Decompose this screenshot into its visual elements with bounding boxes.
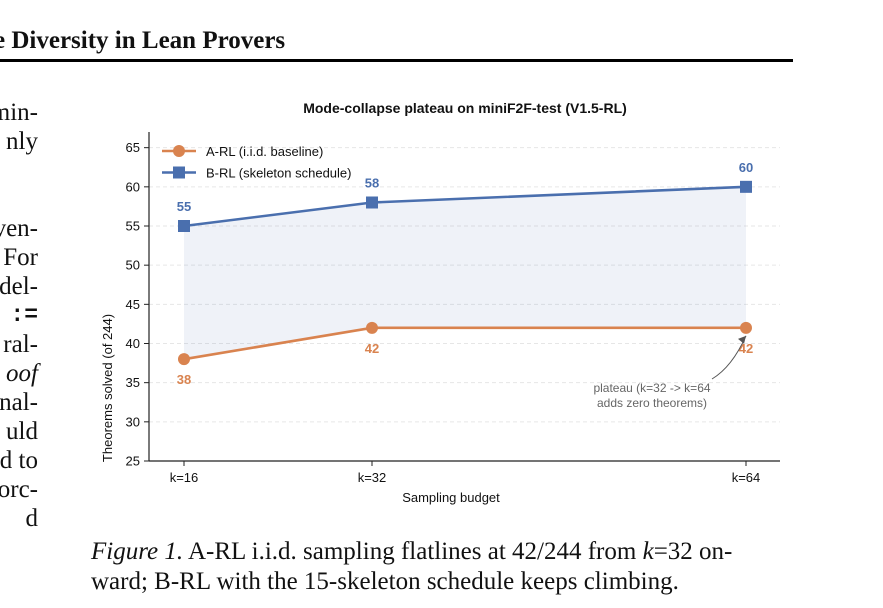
legend-label: B-RL (skeleton schedule): [206, 166, 351, 181]
x-tick-label: k=64: [732, 470, 761, 485]
body-text-line: orc-: [0, 476, 38, 503]
data-label: 58: [365, 176, 379, 191]
header-rule: [0, 59, 793, 62]
y-tick-label: 45: [126, 297, 140, 312]
caption-math-k: k: [642, 538, 654, 565]
annotation-text: plateau (k=32 -> k=64: [593, 381, 710, 395]
caption-text-part2: =32 on-: [653, 538, 733, 565]
annotation-text: adds zero theorems): [597, 396, 707, 410]
data-label: 38: [177, 372, 191, 387]
y-tick-label: 55: [126, 219, 140, 234]
figure-label: Figure 1.: [91, 538, 184, 565]
figure-caption: Figure 1. A-RL i.i.d. sampling flatlines…: [91, 537, 811, 597]
body-text-line: For: [3, 244, 38, 271]
body-text-line: oof: [6, 360, 38, 387]
data-point: [178, 220, 190, 232]
body-text-line: del-: [0, 273, 38, 300]
legend-marker: [173, 166, 185, 179]
y-tick-label: 25: [126, 454, 140, 469]
body-text-line: d to: [0, 447, 38, 474]
caption-text-line2: ward; B-RL with the 15-skeleton schedule…: [91, 568, 679, 595]
y-tick-label: 65: [126, 140, 140, 155]
data-point: [366, 196, 378, 209]
body-text-line: d: [25, 505, 39, 532]
body-text-line: :=: [10, 302, 38, 328]
body-text-line: [0, 185, 38, 214]
chart-title: Mode-collapse plateau on miniF2F-test (V…: [303, 100, 627, 116]
body-text-line: ven-: [0, 215, 38, 242]
y-axis-label: Theorems solved (of 244): [100, 314, 115, 462]
data-label: 60: [739, 160, 753, 175]
body-text-line: uld: [6, 418, 38, 445]
chart-fill-between: [184, 186, 746, 360]
y-tick-label: 35: [126, 375, 140, 390]
x-tick-label: k=16: [170, 470, 199, 485]
legend-marker: [173, 145, 185, 157]
body-text-line: nly: [6, 128, 38, 155]
running-header-title: e Diversity in Lean Provers: [0, 27, 286, 54]
annotation-arrowhead: [738, 335, 746, 344]
fill-region: [184, 186, 746, 360]
data-point: [178, 353, 190, 366]
data-point: [740, 180, 752, 193]
data-point: [740, 321, 752, 334]
body-text-line: [0, 156, 38, 185]
data-label: 42: [739, 341, 753, 356]
body-text-line: min-: [0, 99, 38, 126]
y-tick-label: 30: [126, 414, 140, 429]
x-axis-label: Sampling budget: [402, 490, 500, 505]
caption-text-part1: A-RL i.i.d. sampling flatlines at 42/244…: [188, 538, 643, 565]
x-tick-label: k=32: [358, 470, 387, 485]
legend-label: A-RL (i.i.d. baseline): [206, 144, 323, 159]
data-label: 42: [365, 341, 379, 356]
chart: Mode-collapse plateau on miniF2F-test (V…: [100, 100, 780, 505]
y-tick-label: 60: [126, 179, 140, 194]
y-tick-label: 40: [126, 336, 140, 351]
data-point: [366, 321, 378, 334]
data-label: 55: [177, 199, 191, 214]
chart-series: 38 42 42 55 58 60: [177, 160, 753, 387]
chart-legend: A-RL (i.i.d. baseline) B-RL (skeleton sch…: [162, 144, 351, 181]
y-tick-label: 50: [126, 258, 140, 273]
chart-axes: 25 30 35 40 45 50 55 60 65 k=16 k=32 k=64: [126, 132, 780, 485]
body-text-line: ral-: [3, 331, 38, 358]
body-text-line: nal-: [0, 389, 38, 416]
chart-gridlines: [149, 147, 780, 423]
